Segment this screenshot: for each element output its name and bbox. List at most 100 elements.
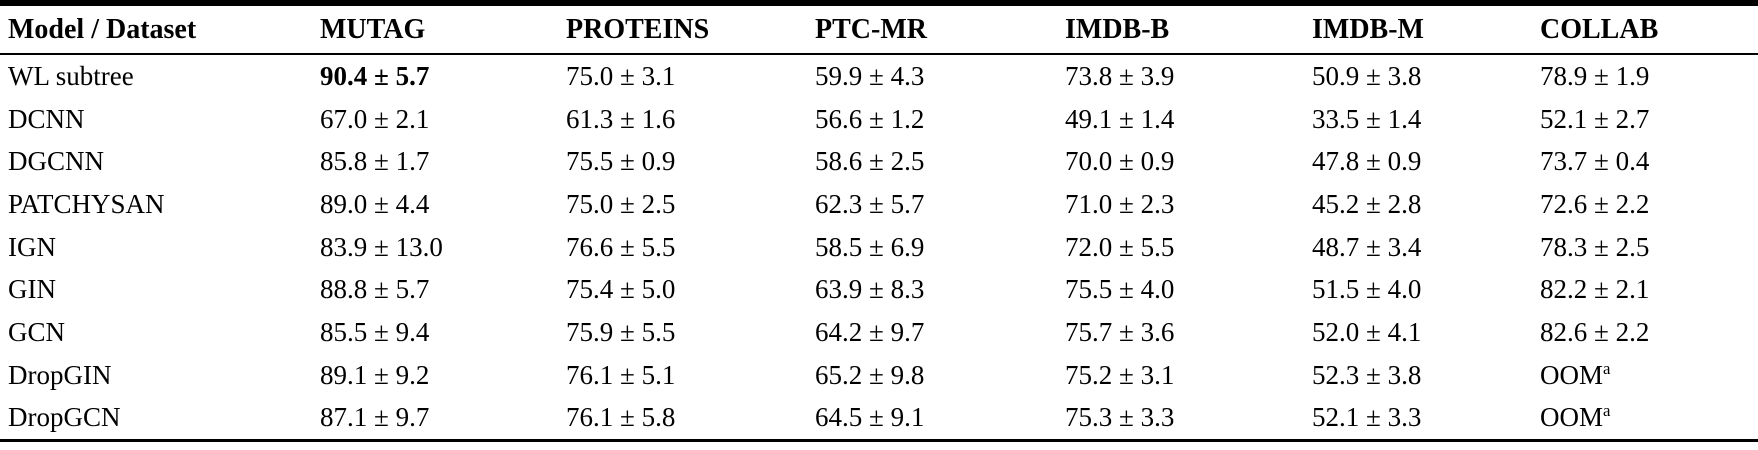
metric-value: 51.5 ± 4.0 bbox=[1312, 274, 1422, 305]
value-cell: 71.0 ± 2.3 bbox=[1065, 183, 1312, 226]
value-cell: OOMa bbox=[1540, 397, 1758, 441]
value-cell: 87.1 ± 9.7 bbox=[320, 397, 566, 441]
value-cell: 75.9 ± 5.5 bbox=[566, 311, 815, 354]
column-header-collab: COLLAB bbox=[1540, 3, 1758, 55]
metric-value: 82.6 ± 2.2 bbox=[1540, 316, 1650, 347]
value-cell: 78.9 ± 1.9 bbox=[1540, 54, 1758, 98]
model-name-cell: WL subtree bbox=[8, 60, 134, 91]
value-cell: 85.5 ± 9.4 bbox=[320, 311, 566, 354]
value-cell: 59.9 ± 4.3 bbox=[815, 54, 1065, 98]
value-cell: 50.9 ± 3.8 bbox=[1312, 54, 1540, 98]
metric-value: 70.0 ± 0.9 bbox=[1065, 146, 1175, 177]
value-cell: 89.1 ± 9.2 bbox=[320, 354, 566, 397]
metric-value: 63.9 ± 8.3 bbox=[815, 274, 925, 305]
column-header-imdb-m: IMDB-M bbox=[1312, 3, 1540, 55]
column-header-mutag: MUTAG bbox=[320, 3, 566, 55]
table-row-ign: IGN 83.9 ± 13.0 76.6 ± 5.5 58.5 ± 6.9 72.0 ±… bbox=[0, 226, 1758, 269]
metric-value: 89.1 ± 9.2 bbox=[320, 359, 430, 390]
metric-value: 50.9 ± 3.8 bbox=[1312, 60, 1422, 91]
value-cell: OOMa bbox=[1540, 354, 1758, 397]
value-cell: 63.9 ± 8.3 bbox=[815, 268, 1065, 311]
value-cell: 75.7 ± 3.6 bbox=[1065, 311, 1312, 354]
value-cell: 70.0 ± 0.9 bbox=[1065, 140, 1312, 183]
value-cell: 78.3 ± 2.5 bbox=[1540, 226, 1758, 269]
footnote-marker: a bbox=[1603, 401, 1611, 421]
value-cell: 76.1 ± 5.1 bbox=[566, 354, 815, 397]
metric-value: 67.0 ± 2.1 bbox=[320, 103, 430, 134]
value-cell: 56.6 ± 1.2 bbox=[815, 98, 1065, 141]
metric-value: 76.1 ± 5.8 bbox=[566, 402, 676, 433]
metric-value: 72.6 ± 2.2 bbox=[1540, 188, 1650, 219]
value-cell: 73.8 ± 3.9 bbox=[1065, 54, 1312, 98]
metric-value: 78.9 ± 1.9 bbox=[1540, 60, 1650, 91]
value-cell: 75.4 ± 5.0 bbox=[566, 268, 815, 311]
value-cell: 83.9 ± 13.0 bbox=[320, 226, 566, 269]
metric-value: 52.1 ± 2.7 bbox=[1540, 103, 1650, 134]
metric-value: 64.2 ± 9.7 bbox=[815, 316, 925, 347]
value-cell: 90.4 ± 5.7 bbox=[320, 54, 566, 98]
value-cell: 75.5 ± 0.9 bbox=[566, 140, 815, 183]
metric-value: 45.2 ± 2.8 bbox=[1312, 188, 1422, 219]
value-cell: 75.2 ± 3.1 bbox=[1065, 354, 1312, 397]
table-row-dropgcn: DropGCN 87.1 ± 9.7 76.1 ± 5.8 64.5 ± 9.1 75.… bbox=[0, 397, 1758, 441]
metric-value: 58.6 ± 2.5 bbox=[815, 146, 925, 177]
value-cell: 52.1 ± 3.3 bbox=[1312, 397, 1540, 441]
value-cell: 76.1 ± 5.8 bbox=[566, 397, 815, 441]
value-cell: 52.0 ± 4.1 bbox=[1312, 311, 1540, 354]
metric-value: 85.5 ± 9.4 bbox=[320, 316, 430, 347]
value-cell: 49.1 ± 1.4 bbox=[1065, 98, 1312, 141]
value-cell: 47.8 ± 0.9 bbox=[1312, 140, 1540, 183]
metric-value: 73.7 ± 0.4 bbox=[1540, 146, 1650, 177]
table-row-dropgin: DropGIN 89.1 ± 9.2 76.1 ± 5.1 65.2 ± 9.8 75.… bbox=[0, 354, 1758, 397]
value-cell: 48.7 ± 3.4 bbox=[1312, 226, 1540, 269]
metric-value: 87.1 ± 9.7 bbox=[320, 402, 430, 433]
value-cell: 89.0 ± 4.4 bbox=[320, 183, 566, 226]
row-label-column-header: Model / Dataset bbox=[0, 3, 320, 55]
value-cell: 82.2 ± 2.1 bbox=[1540, 268, 1758, 311]
model-name-cell: PATCHYSAN bbox=[8, 188, 165, 219]
value-cell: 75.5 ± 4.0 bbox=[1065, 268, 1312, 311]
table-row-gin: GIN 88.8 ± 5.7 75.4 ± 5.0 63.9 ± 8.3 75.5 ± … bbox=[0, 268, 1758, 311]
metric-value: 83.9 ± 13.0 bbox=[320, 231, 443, 262]
metric-value: 75.9 ± 5.5 bbox=[566, 316, 676, 347]
metric-value: 56.6 ± 1.2 bbox=[815, 103, 925, 134]
metric-value: 75.4 ± 5.0 bbox=[566, 274, 676, 305]
metric-value: 75.3 ± 3.3 bbox=[1065, 402, 1175, 433]
table-row-dcnn: DCNN 67.0 ± 2.1 61.3 ± 1.6 56.6 ± 1.2 49.1 ±… bbox=[0, 98, 1758, 141]
value-cell: 58.6 ± 2.5 bbox=[815, 140, 1065, 183]
metric-value: 82.2 ± 2.1 bbox=[1540, 274, 1650, 305]
metric-value: 48.7 ± 3.4 bbox=[1312, 231, 1422, 262]
value-cell: 65.2 ± 9.8 bbox=[815, 354, 1065, 397]
table-header: Model / Dataset MUTAG PROTEINS PTC-MR IMDB-B… bbox=[0, 3, 1758, 55]
metric-value: 64.5 ± 9.1 bbox=[815, 402, 925, 433]
metric-value: 85.8 ± 1.7 bbox=[320, 146, 430, 177]
model-name-cell: GIN bbox=[8, 274, 56, 305]
value-cell: 75.0 ± 3.1 bbox=[566, 54, 815, 98]
footnote-marker: a bbox=[1603, 358, 1611, 378]
value-cell: 75.3 ± 3.3 bbox=[1065, 397, 1312, 441]
model-name-cell: DropGIN bbox=[8, 359, 112, 390]
metric-value: 89.0 ± 4.4 bbox=[320, 188, 430, 219]
value-cell: 64.2 ± 9.7 bbox=[815, 311, 1065, 354]
value-cell: 64.5 ± 9.1 bbox=[815, 397, 1065, 441]
value-cell: 88.8 ± 5.7 bbox=[320, 268, 566, 311]
column-header-proteins: PROTEINS bbox=[566, 3, 815, 55]
model-name-cell: GCN bbox=[8, 316, 66, 347]
table-row-patchysan: PATCHYSAN 89.0 ± 4.4 75.0 ± 2.5 62.3 ± 5.7 7… bbox=[0, 183, 1758, 226]
metric-value: 78.3 ± 2.5 bbox=[1540, 231, 1650, 262]
metric-value: 65.2 ± 9.8 bbox=[815, 359, 925, 390]
metric-value: 58.5 ± 6.9 bbox=[815, 231, 925, 262]
value-cell: 51.5 ± 4.0 bbox=[1312, 268, 1540, 311]
metric-value: 75.0 ± 3.1 bbox=[566, 60, 676, 91]
metric-value: 52.1 ± 3.3 bbox=[1312, 402, 1422, 433]
value-cell: 45.2 ± 2.8 bbox=[1312, 183, 1540, 226]
model-name-cell: DCNN bbox=[8, 103, 85, 134]
value-cell: 75.0 ± 2.5 bbox=[566, 183, 815, 226]
table-row-gcn: GCN 85.5 ± 9.4 75.9 ± 5.5 64.2 ± 9.7 75.7 ± … bbox=[0, 311, 1758, 354]
value-cell: 72.0 ± 5.5 bbox=[1065, 226, 1312, 269]
metric-value: 75.5 ± 4.0 bbox=[1065, 274, 1175, 305]
value-cell: 82.6 ± 2.2 bbox=[1540, 311, 1758, 354]
metric-value: 73.8 ± 3.9 bbox=[1065, 60, 1175, 91]
